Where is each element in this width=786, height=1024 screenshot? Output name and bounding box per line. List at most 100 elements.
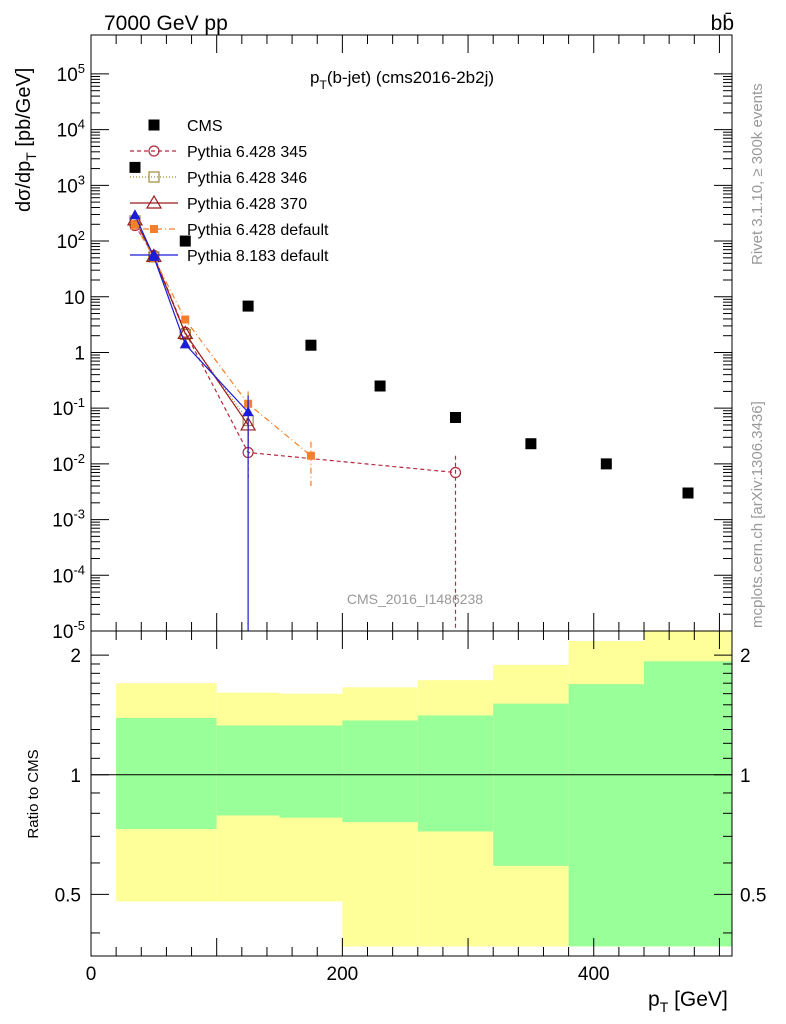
marker-filled-square [525,438,537,450]
marker-filled-square [306,451,315,460]
plot-title-sub: T [319,78,327,92]
marker-filled-square [305,339,317,351]
x-tick-label: 200 [327,964,359,985]
ylabel-part2: [pb/GeV] [13,68,35,153]
marker-filled-square [179,235,191,247]
marker-filled-triangle [242,406,254,417]
y-tick-exp: -2 [73,451,85,466]
marker-filled-square [148,119,160,131]
marker-filled-square [374,380,386,392]
ratio-band-inner [279,725,343,818]
y-tick-exp: -5 [73,618,85,633]
y-tick-label: 10-3 [52,507,85,532]
ratio-tick-label-right: 0.5 [740,885,766,906]
marker-open-triangle [145,194,163,209]
legend-label: Pythia 6.428 default [187,222,329,239]
legend-label: CMS [187,118,223,135]
y-tick-label: 104 [57,117,85,142]
marker-filled-square [181,315,190,324]
x-tick-label: 400 [578,964,610,985]
y-tick-base: 10 [52,455,73,476]
ratio-band-inner [417,715,494,832]
y-tick-base: 10 [52,566,73,587]
y-tick-base: 10 [57,121,78,142]
ratio-band-inner [216,725,280,816]
watermark: CMS_2016_I1486238 [347,591,483,607]
y-tick-label: 10-1 [52,395,85,420]
y-tick-label: 10-5 [52,618,85,643]
side-text-top: Rivet 3.1.10, ≥ 300k events [749,83,766,265]
series-group [129,161,694,499]
main-y-axis-label: dσ/dpT [pb/GeV] [13,68,39,212]
y-tick-base: 10 [52,399,73,420]
marker-filled-square [130,220,139,229]
ratio-band-inner [116,717,217,830]
y-tick-exp: 4 [78,117,85,132]
ratio-band-inner [568,684,645,947]
y-tick-base: 10 [57,65,78,86]
legend-label: Pythia 6.428 370 [187,196,307,213]
series-group [129,219,462,631]
process-label: bb̄ [711,12,734,35]
ylabel-part1: dσ/dp [13,161,35,212]
y-tick-exp: 2 [78,228,85,243]
ratio-tick-label-right: 2 [740,646,751,667]
ratio-bands [91,631,732,947]
x-tick-label: 0 [86,964,97,985]
y-tick-base: 10 [52,622,73,643]
marker-filled-square [150,225,158,233]
ratio-y-axis-label: Ratio to CMS [25,749,42,838]
ratio-axis-ticks: 0.5 0.5 1 1 2 2 [55,646,766,934]
ratio-tick-label: 1 [70,766,81,787]
y-tick-label: 1 [74,343,85,364]
y-tick-base: 10 [57,232,78,253]
x-axis-ticks: 0 200 400 [86,35,720,985]
y-tick-label: 102 [57,228,85,253]
marker-open-square [148,171,160,183]
legend-label: Pythia 6.428 346 [187,170,307,187]
marker-filled-triangle [129,209,141,220]
y-tick-exp: 3 [78,172,85,187]
marker-filled-square [600,458,612,470]
marker-filled-square [682,487,694,499]
marker-open-circle [449,466,462,479]
marker-filled-triangle [179,338,191,349]
plot-title: pT(b-jet) (cms2016-2b2j) [310,68,494,92]
ratio-plot-frame [90,630,733,957]
y-tick-exp: 5 [78,61,85,76]
y-tick-label: 10-2 [52,451,85,476]
plot-title-p: p [310,68,319,87]
x-axis-label: pT [GeV] [648,988,728,1015]
y-tick-exp: -4 [73,562,85,577]
y-tick-label: 105 [57,61,85,86]
series-line [134,219,249,426]
ratio-band-inner [644,661,732,947]
marker-filled-triangle [148,249,160,259]
ylabel-sub: T [23,152,39,161]
marker-filled-square [129,161,141,173]
legend: CMS Pythia 6.428 345 Pythia 6.428 346 Pythi… [130,118,329,265]
marker-open-circle [148,145,160,157]
ratio-tick-label: 2 [70,646,81,667]
side-text-bottom: mcplots.cern.ch [arXiv:1306.3436] [749,401,766,628]
xlabel-p: p [648,988,660,1011]
ratio-tick-label-right: 1 [740,766,751,787]
ratio-band-inner [493,703,569,866]
marker-filled-square [449,412,461,424]
xlabel-rest: [GeV] [668,988,728,1011]
y-tick-exp: -1 [73,395,85,410]
marker-filled-square [242,300,254,312]
y-tick-exp: -3 [73,507,85,522]
xlabel-sub: T [660,999,669,1015]
series-group [129,209,254,631]
y-tick-base: 10 [57,176,78,197]
ratio-band-inner [342,720,418,823]
series-line [134,215,249,413]
y-tick-label: 103 [57,172,85,197]
plot-title-rest: (b-jet) (cms2016-2b2j) [327,68,494,87]
ratio-tick-label: 0.5 [55,885,81,906]
legend-label: Pythia 8.183 default [187,248,329,265]
y-tick-label: 10 [64,288,85,309]
